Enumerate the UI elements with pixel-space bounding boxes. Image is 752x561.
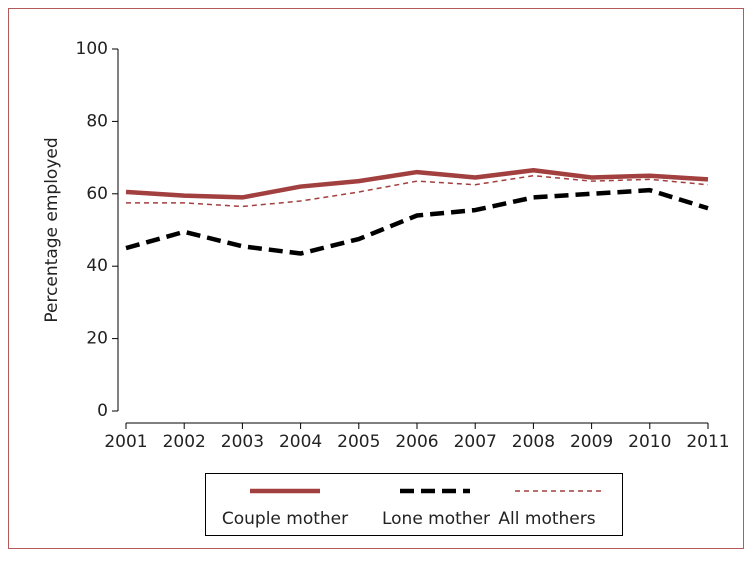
series-line [125, 187, 709, 256]
x-tick-label: 2003 [221, 432, 264, 452]
y-tick-label: 20 [86, 329, 108, 349]
frame [8, 8, 744, 549]
x-tick-label: 2002 [163, 432, 206, 452]
legend-label: Lone mother [382, 509, 490, 529]
y-tick-label: 80 [86, 111, 108, 131]
y-tick-label: 100 [76, 39, 108, 59]
legend-label: All mothers [498, 509, 595, 529]
series-line [126, 174, 709, 208]
y-axis-label: Percentage employed [42, 137, 62, 322]
y-tick-label: 0 [97, 401, 108, 421]
x-tick-label: 2001 [104, 432, 147, 452]
x-tick-label: 2010 [628, 432, 671, 452]
x-tick-label: 2011 [686, 432, 729, 452]
x-tick-label: 2008 [512, 432, 555, 452]
series-line [125, 168, 709, 200]
y-tick-label: 40 [86, 256, 108, 276]
legend-box [205, 473, 623, 536]
x-tick-label: 2005 [337, 432, 380, 452]
x-tick-label: 2004 [279, 432, 322, 452]
x-tick-label: 2006 [395, 432, 438, 452]
x-tick-label: 2007 [454, 432, 497, 452]
y-tick-label: 60 [86, 184, 108, 204]
legend-label: Couple mother [222, 509, 348, 529]
x-tick-label: 2009 [570, 432, 613, 452]
